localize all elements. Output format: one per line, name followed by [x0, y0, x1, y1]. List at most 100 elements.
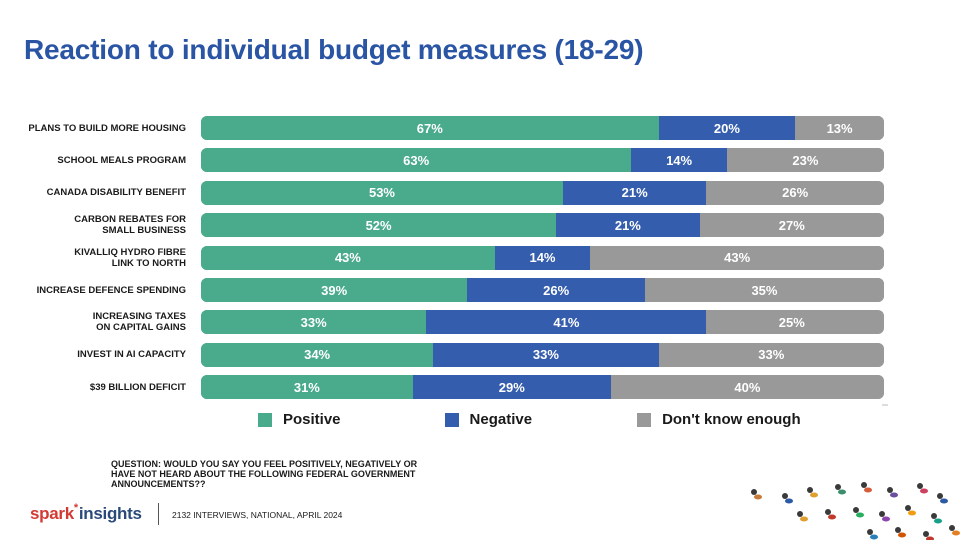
- category-label: INCREASE DEFENCE SPENDING: [37, 285, 186, 296]
- data-label: 33%: [300, 314, 327, 330]
- logo-insights-text: insights: [78, 504, 142, 523]
- category-label: SCHOOL MEALS PROGRAM: [57, 155, 186, 166]
- category-label-line: CANADA DISABILITY BENEFIT: [46, 187, 186, 199]
- data-label: 26%: [782, 185, 809, 201]
- bar-row: 43% 14% 43%: [201, 245, 884, 270]
- bar-segment-negative: 21%: [562, 180, 707, 205]
- data-label: 14%: [666, 152, 693, 168]
- data-label: 43%: [334, 250, 361, 266]
- bar-segment-positive: 53%: [201, 180, 563, 205]
- category-label: KIVALLIQ HYDRO FIBRE LINK TO NORTH: [74, 247, 186, 269]
- legend-item: Positive: [258, 411, 341, 428]
- category-label: PLANS TO BUILD MORE HOUSING: [28, 123, 186, 134]
- logo-star-icon: *: [73, 502, 78, 514]
- category-label-line: SMALL BUSINESS: [102, 225, 186, 237]
- legend-swatch: [444, 412, 459, 427]
- decorative-mark: [882, 404, 888, 406]
- category-label: $39 BILLION DEFICIT: [90, 382, 186, 393]
- data-label: 34%: [304, 347, 331, 363]
- bar-row: 39% 26% 35%: [201, 278, 884, 302]
- bar-row: 63% 14% 23%: [201, 148, 884, 173]
- chart-legend: Positive Negative Don't know enough: [258, 411, 801, 428]
- bar-segment-negative: 26%: [467, 278, 645, 302]
- data-label: 52%: [365, 217, 392, 233]
- category-label-line: INVEST IN AI CAPACITY: [77, 349, 186, 361]
- category-label: CANADA DISABILITY BENEFIT: [47, 187, 186, 198]
- bar-segment-don-t-know-enough: 13%: [795, 116, 884, 140]
- bar-segment-positive: 52%: [201, 213, 557, 238]
- data-label: 25%: [778, 314, 805, 330]
- bar-segment-don-t-know-enough: 40%: [610, 375, 884, 400]
- bar-segment-negative: 21%: [556, 213, 700, 238]
- data-label: 67%: [416, 120, 443, 136]
- data-label: 39%: [321, 282, 348, 298]
- data-label: 35%: [751, 282, 778, 298]
- data-label: 41%: [553, 314, 580, 330]
- legend-label: Don't know enough: [662, 411, 801, 428]
- data-label: 21%: [621, 185, 648, 201]
- bar-row: 67% 20% 13%: [201, 116, 884, 140]
- legend-label: Positive: [283, 411, 341, 428]
- source-note: 2132 INTERVIEWS, NATIONAL, APRIL 2024: [172, 510, 343, 520]
- data-label: 13%: [826, 120, 853, 136]
- footer-divider: [158, 503, 159, 525]
- bar-segment-don-t-know-enough: 35%: [644, 278, 884, 302]
- bar-segment-don-t-know-enough: 26%: [706, 180, 884, 205]
- data-label: 21%: [614, 217, 641, 233]
- category-label-line: $39 BILLION DEFICIT: [89, 381, 186, 393]
- data-label: 40%: [734, 379, 761, 395]
- data-label: 14%: [529, 250, 556, 266]
- category-label-line: KIVALLIQ HYDRO FIBRE: [74, 246, 186, 258]
- legend-item: Don't know enough: [637, 411, 801, 428]
- logo-spark-text: spark: [30, 504, 74, 523]
- bar-segment-negative: 14%: [494, 245, 591, 270]
- data-label: 33%: [758, 347, 785, 363]
- bar-row: 52% 21% 27%: [201, 213, 884, 238]
- category-label: CARBON REBATES FOR SMALL BUSINESS: [74, 214, 186, 236]
- category-label-line: PLANS TO BUILD MORE HOUSING: [28, 122, 186, 134]
- bar-segment-don-t-know-enough: 43%: [590, 245, 884, 270]
- bar-segment-don-t-know-enough: 27%: [699, 213, 884, 238]
- bar-segment-negative: 33%: [433, 342, 659, 367]
- category-label-line: CARBON REBATES FOR: [74, 214, 186, 226]
- data-label: 29%: [498, 379, 525, 395]
- bar-segment-positive: 43%: [201, 245, 495, 270]
- bar-row: 33% 41% 25%: [201, 310, 884, 335]
- bar-segment-don-t-know-enough: 33%: [658, 342, 884, 367]
- category-label-line: ON CAPITAL GAINS: [96, 322, 186, 334]
- category-label: INVEST IN AI CAPACITY: [77, 349, 186, 360]
- category-label: INCREASING TAXES ON CAPITAL GAINS: [93, 311, 186, 333]
- data-label: 31%: [293, 379, 320, 395]
- data-label: 20%: [713, 120, 740, 136]
- data-label: 26%: [543, 282, 570, 298]
- bar-segment-positive: 34%: [201, 342, 434, 367]
- crowd-decoration-icon: [751, 482, 960, 540]
- survey-question: QUESTION: WOULD YOU SAY YOU FEEL POSITIV…: [111, 459, 418, 489]
- bar-segment-negative: 14%: [631, 148, 727, 173]
- bar-segment-positive: 33%: [201, 310, 427, 335]
- legend-swatch: [258, 412, 272, 427]
- data-label: 63%: [403, 152, 430, 168]
- bar-segment-don-t-know-enough: 23%: [726, 148, 884, 173]
- bar-row: 31% 29% 40%: [201, 375, 884, 400]
- legend-item: Negative: [444, 411, 533, 428]
- legend-label: Negative: [469, 411, 533, 428]
- bar-segment-positive: 39%: [201, 278, 468, 302]
- data-label: 33%: [532, 347, 559, 363]
- chart-title: Reaction to individual budget measures (…: [24, 34, 644, 65]
- data-label: 43%: [724, 250, 751, 266]
- bar-segment-positive: 67%: [201, 116, 659, 140]
- data-label: 23%: [792, 152, 819, 168]
- category-label-line: INCREASING TAXES: [92, 311, 186, 323]
- bar-segment-positive: 31%: [201, 375, 413, 400]
- bar-segment-don-t-know-enough: 25%: [706, 310, 878, 335]
- category-label-line: INCREASE DEFENCE SPENDING: [36, 284, 186, 296]
- category-label-line: SCHOOL MEALS PROGRAM: [57, 154, 186, 166]
- data-label: 53%: [368, 185, 395, 201]
- bar-segment-negative: 20%: [658, 116, 796, 140]
- bar-row: 53% 21% 26%: [201, 180, 884, 205]
- data-label: 27%: [778, 217, 805, 233]
- spark-insights-logo: spark*insights: [30, 502, 142, 524]
- bar-segment-positive: 63%: [201, 148, 632, 173]
